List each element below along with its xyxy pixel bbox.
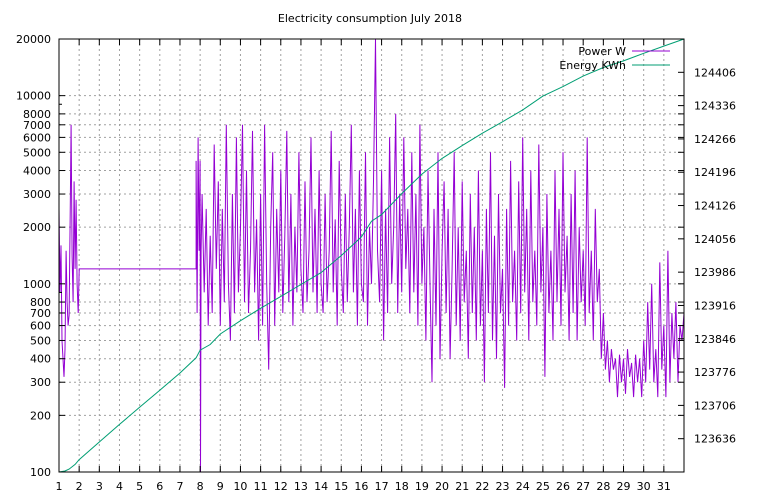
y2-tick-label: 123846 xyxy=(694,333,736,346)
chart-title: Electricity consumption July 2018 xyxy=(278,12,462,25)
y-axis-right: 123636 123706 123776 123846 123916 123986 1240… xyxy=(678,66,736,446)
x-tick-label: 14 xyxy=(314,480,328,493)
x-tick-label: 31 xyxy=(657,480,671,493)
y-tick-label: 5000 xyxy=(23,146,51,159)
plot-series xyxy=(58,38,685,473)
x-tick-label: 13 xyxy=(294,480,308,493)
x-tick-label: 19 xyxy=(415,480,429,493)
x-tick-label: 12 xyxy=(274,480,288,493)
x-tick-label: 20 xyxy=(435,480,449,493)
series-line-1 xyxy=(58,38,685,473)
x-tick-label: 23 xyxy=(496,480,510,493)
y-tick-label: 20000 xyxy=(16,33,51,46)
y-tick-label: 10000 xyxy=(16,90,51,103)
x-tick-label: 5 xyxy=(136,480,143,493)
x-tick-label: 16 xyxy=(354,480,368,493)
y-tick-label: 7000 xyxy=(23,119,51,132)
y2-tick-label: 123776 xyxy=(694,366,736,379)
y-tick-label: 200 xyxy=(30,409,51,422)
x-tick-label: 27 xyxy=(576,480,590,493)
x-tick-label: 22 xyxy=(475,480,489,493)
y-tick-label: 500 xyxy=(30,334,51,347)
y-tick-label: 6000 xyxy=(23,131,51,144)
y2-tick-label: 124406 xyxy=(694,66,736,79)
legend-label: Power W xyxy=(578,45,626,58)
y2-tick-label: 124266 xyxy=(694,133,736,146)
y-tick-label: 100 xyxy=(30,466,51,479)
x-tick-label: 17 xyxy=(375,480,389,493)
y-tick-label: 3000 xyxy=(23,188,51,201)
x-tick-label: 9 xyxy=(217,480,224,493)
x-tick-label: 1 xyxy=(56,480,63,493)
x-tick-label: 25 xyxy=(536,480,550,493)
x-tick-label: 11 xyxy=(254,480,268,493)
x-tick-label: 3 xyxy=(96,480,103,493)
y2-tick-label: 123986 xyxy=(694,266,736,279)
y-tick-label: 700 xyxy=(30,307,51,320)
series-line-0 xyxy=(58,38,685,473)
y2-tick-label: 123916 xyxy=(694,299,736,312)
x-tick-label: 8 xyxy=(197,480,204,493)
x-tick-label: 30 xyxy=(637,480,651,493)
grid xyxy=(59,38,684,473)
y-tick-label: 300 xyxy=(30,376,51,389)
x-tick-label: 10 xyxy=(233,480,247,493)
y-tick-label: 800 xyxy=(30,296,51,309)
x-axis: 1 2 3 4 5 6 7 8 9 10 11 12 13 14 15 16 17 18 19 20 21 22 23 24 2… xyxy=(56,39,671,493)
x-tick-label: 18 xyxy=(395,480,409,493)
y2-tick-label: 124056 xyxy=(694,233,736,246)
x-tick-label: 6 xyxy=(156,480,163,493)
y-tick-label: 400 xyxy=(30,353,51,366)
y2-tick-label: 124336 xyxy=(694,100,736,113)
y2-tick-label: 124196 xyxy=(694,166,736,179)
y-tick-label: 4000 xyxy=(23,165,51,178)
x-tick-label: 29 xyxy=(617,480,631,493)
x-tick-label: 4 xyxy=(116,480,123,493)
legend-label: Energy KWh xyxy=(559,59,626,72)
y2-tick-label: 123636 xyxy=(694,433,736,446)
x-tick-label: 2 xyxy=(76,480,83,493)
x-tick-label: 28 xyxy=(596,480,610,493)
x-tick-label: 26 xyxy=(556,480,570,493)
y2-tick-label: 124126 xyxy=(694,200,736,213)
y-tick-label: 8000 xyxy=(23,108,51,121)
y2-tick-label: 123706 xyxy=(694,399,736,412)
y-tick-label: 1000 xyxy=(23,278,51,291)
x-tick-label: 24 xyxy=(516,480,530,493)
y-tick-label: 2000 xyxy=(23,221,51,234)
y-tick-label: 600 xyxy=(30,320,51,333)
x-tick-label: 7 xyxy=(176,480,183,493)
x-tick-label: 21 xyxy=(455,480,469,493)
x-tick-label: 15 xyxy=(334,480,348,493)
plot-frame xyxy=(58,38,685,473)
